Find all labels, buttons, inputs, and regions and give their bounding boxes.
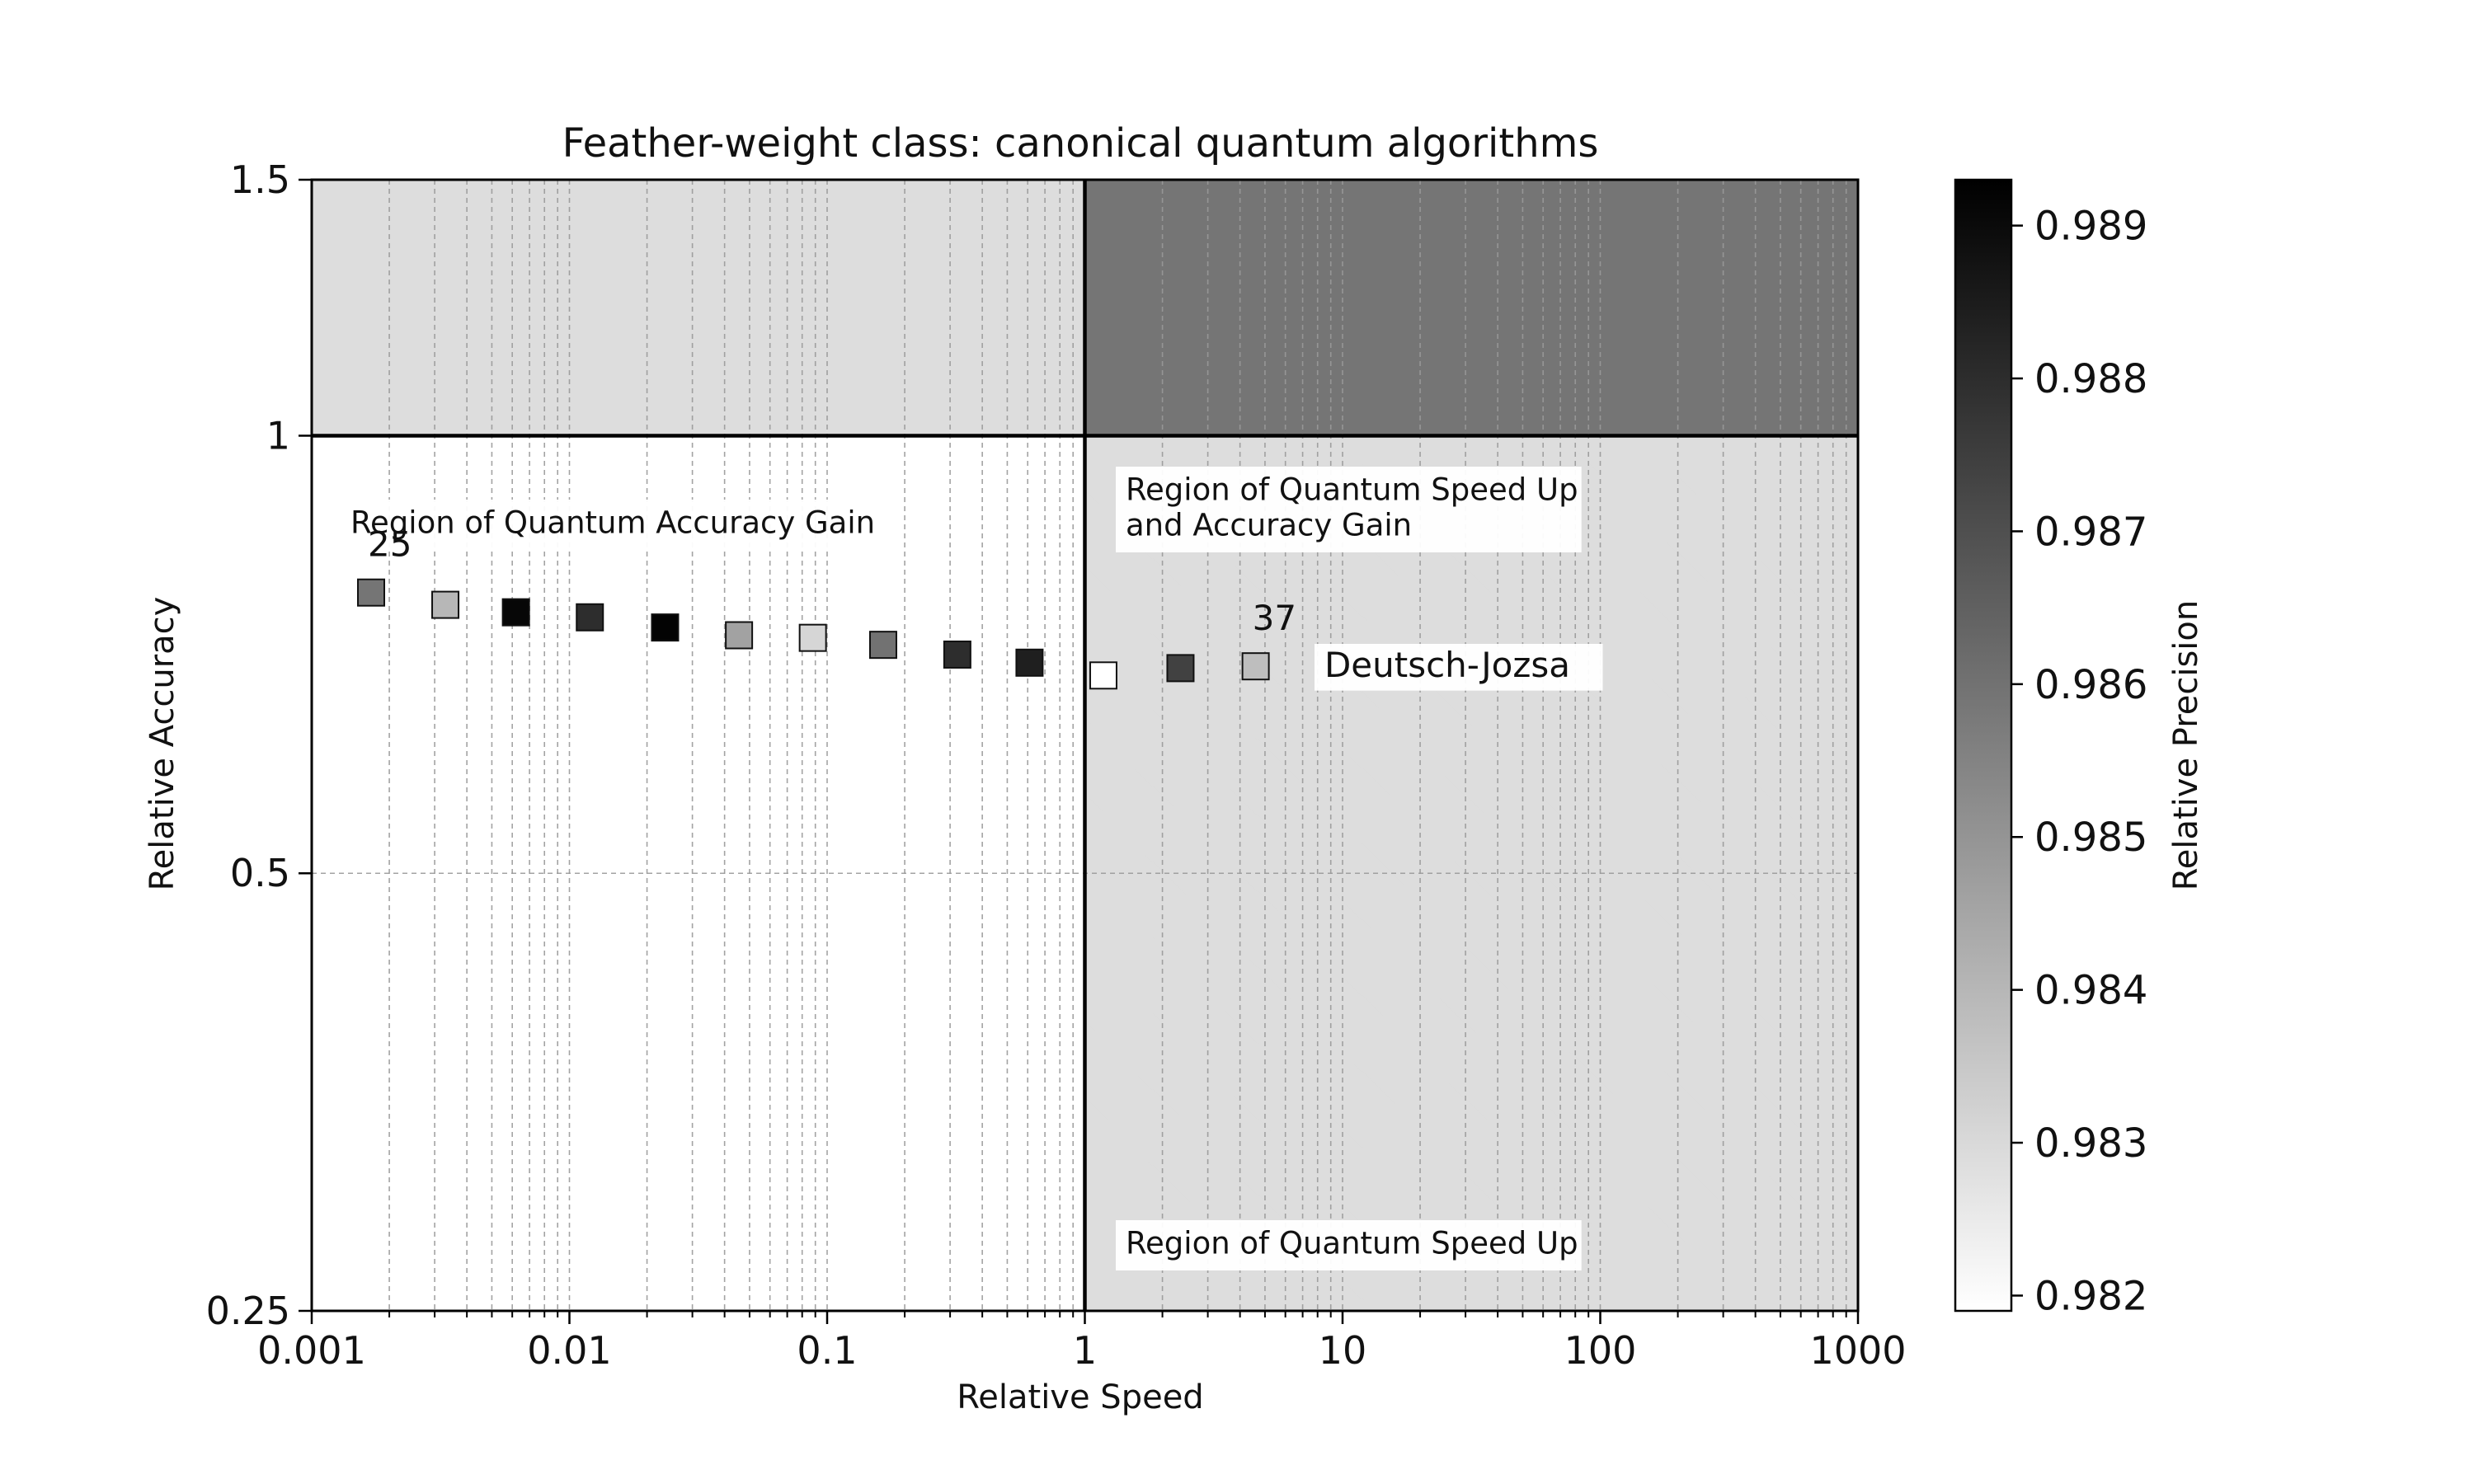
colorbar-tick-label: 0.988 <box>2034 356 2147 402</box>
x-tick-label: 100 <box>1564 1328 1637 1373</box>
region-labels: Region of Quantum Accuracy Gain Region of… <box>341 467 1582 1270</box>
series-label-box <box>1314 643 1603 691</box>
axes: 0.001 0.01 0.1 1 10 100 1000 0.25 0.5 1 1.5 <box>206 157 1907 1373</box>
y-tick-label: 0.5 <box>230 851 290 895</box>
region-label-text: Region of Quantum Speed Up <box>1126 1225 1578 1261</box>
data-point <box>725 621 754 650</box>
data-point <box>501 598 530 627</box>
data-point <box>431 590 460 619</box>
region-label-accuracy-gain: Region of Quantum Accuracy Gain <box>341 500 892 550</box>
y-tick-label: 1.5 <box>230 157 290 202</box>
colorbar-tick-label: 0.985 <box>2034 815 2147 861</box>
region-label-speed-up: Region of Quantum Speed Up <box>1116 1220 1582 1270</box>
x-tick-label: 0.001 <box>257 1328 366 1373</box>
region-label-box <box>1116 467 1582 552</box>
data-point <box>651 613 680 642</box>
colorbar-tick-label: 0.989 <box>2034 204 2147 250</box>
region-label-text: Region of Quantum Accuracy Gain <box>350 505 875 540</box>
data-point <box>357 578 386 607</box>
annotations: 25 37 Deutsch-Jozsa <box>368 524 1603 691</box>
region-speed-up-and-accuracy-gain <box>1084 180 1858 436</box>
region-label-text: and Accuracy Gain <box>1126 507 1412 542</box>
data-point <box>1089 661 1117 690</box>
region-label-box <box>341 500 892 550</box>
colorbar-tick-label: 0.986 <box>2034 662 2147 708</box>
series-label: Deutsch-Jozsa <box>1324 645 1570 685</box>
x-tick-label: 1000 <box>1809 1328 1906 1373</box>
data-point <box>1015 648 1044 677</box>
y-axis-label: Relative Accuracy <box>143 597 181 891</box>
y-tick-label: 0.25 <box>206 1289 290 1333</box>
x-tick-label: 0.1 <box>797 1328 857 1373</box>
y-tick-label: 1 <box>266 413 290 458</box>
data-point <box>1241 652 1270 681</box>
point-annotation: 25 <box>368 524 412 565</box>
region-accuracy-gain <box>312 180 1085 436</box>
x-tick-label: 1 <box>1073 1328 1097 1373</box>
hatch-lines <box>312 180 1085 436</box>
data-point <box>576 603 604 632</box>
colorbar-gradient <box>1954 178 2013 1313</box>
colorbar-tick-label: 0.984 <box>2034 968 2147 1014</box>
data-point <box>943 640 971 669</box>
reference-lines <box>312 180 1858 1311</box>
colorbar-tick-label: 0.987 <box>2034 509 2147 555</box>
point-annotation: 37 <box>1253 598 1296 638</box>
data-point <box>798 623 827 652</box>
chart-title: Feather-weight class: canonical quantum … <box>562 120 1599 167</box>
data-point <box>868 631 897 660</box>
data-point <box>1166 654 1195 683</box>
x-tick-label: 10 <box>1319 1328 1367 1373</box>
grid-lines <box>312 180 1858 1311</box>
colorbar: 0.982 0.983 0.984 0.985 0.986 0.987 0.988 0.989… <box>1954 178 2205 1319</box>
data-points <box>357 578 1270 690</box>
colorbar-tick-label: 0.983 <box>2034 1120 2147 1167</box>
colorbar-label: Relative Precision <box>2167 600 2205 891</box>
x-tick-label: 0.01 <box>527 1328 611 1373</box>
region-label-box <box>1116 1220 1582 1270</box>
region-label-text: Region of Quantum Speed Up <box>1126 472 1578 507</box>
x-axis-label: Relative Speed <box>957 1378 1203 1416</box>
colorbar-tick-label: 0.982 <box>2034 1273 2147 1319</box>
